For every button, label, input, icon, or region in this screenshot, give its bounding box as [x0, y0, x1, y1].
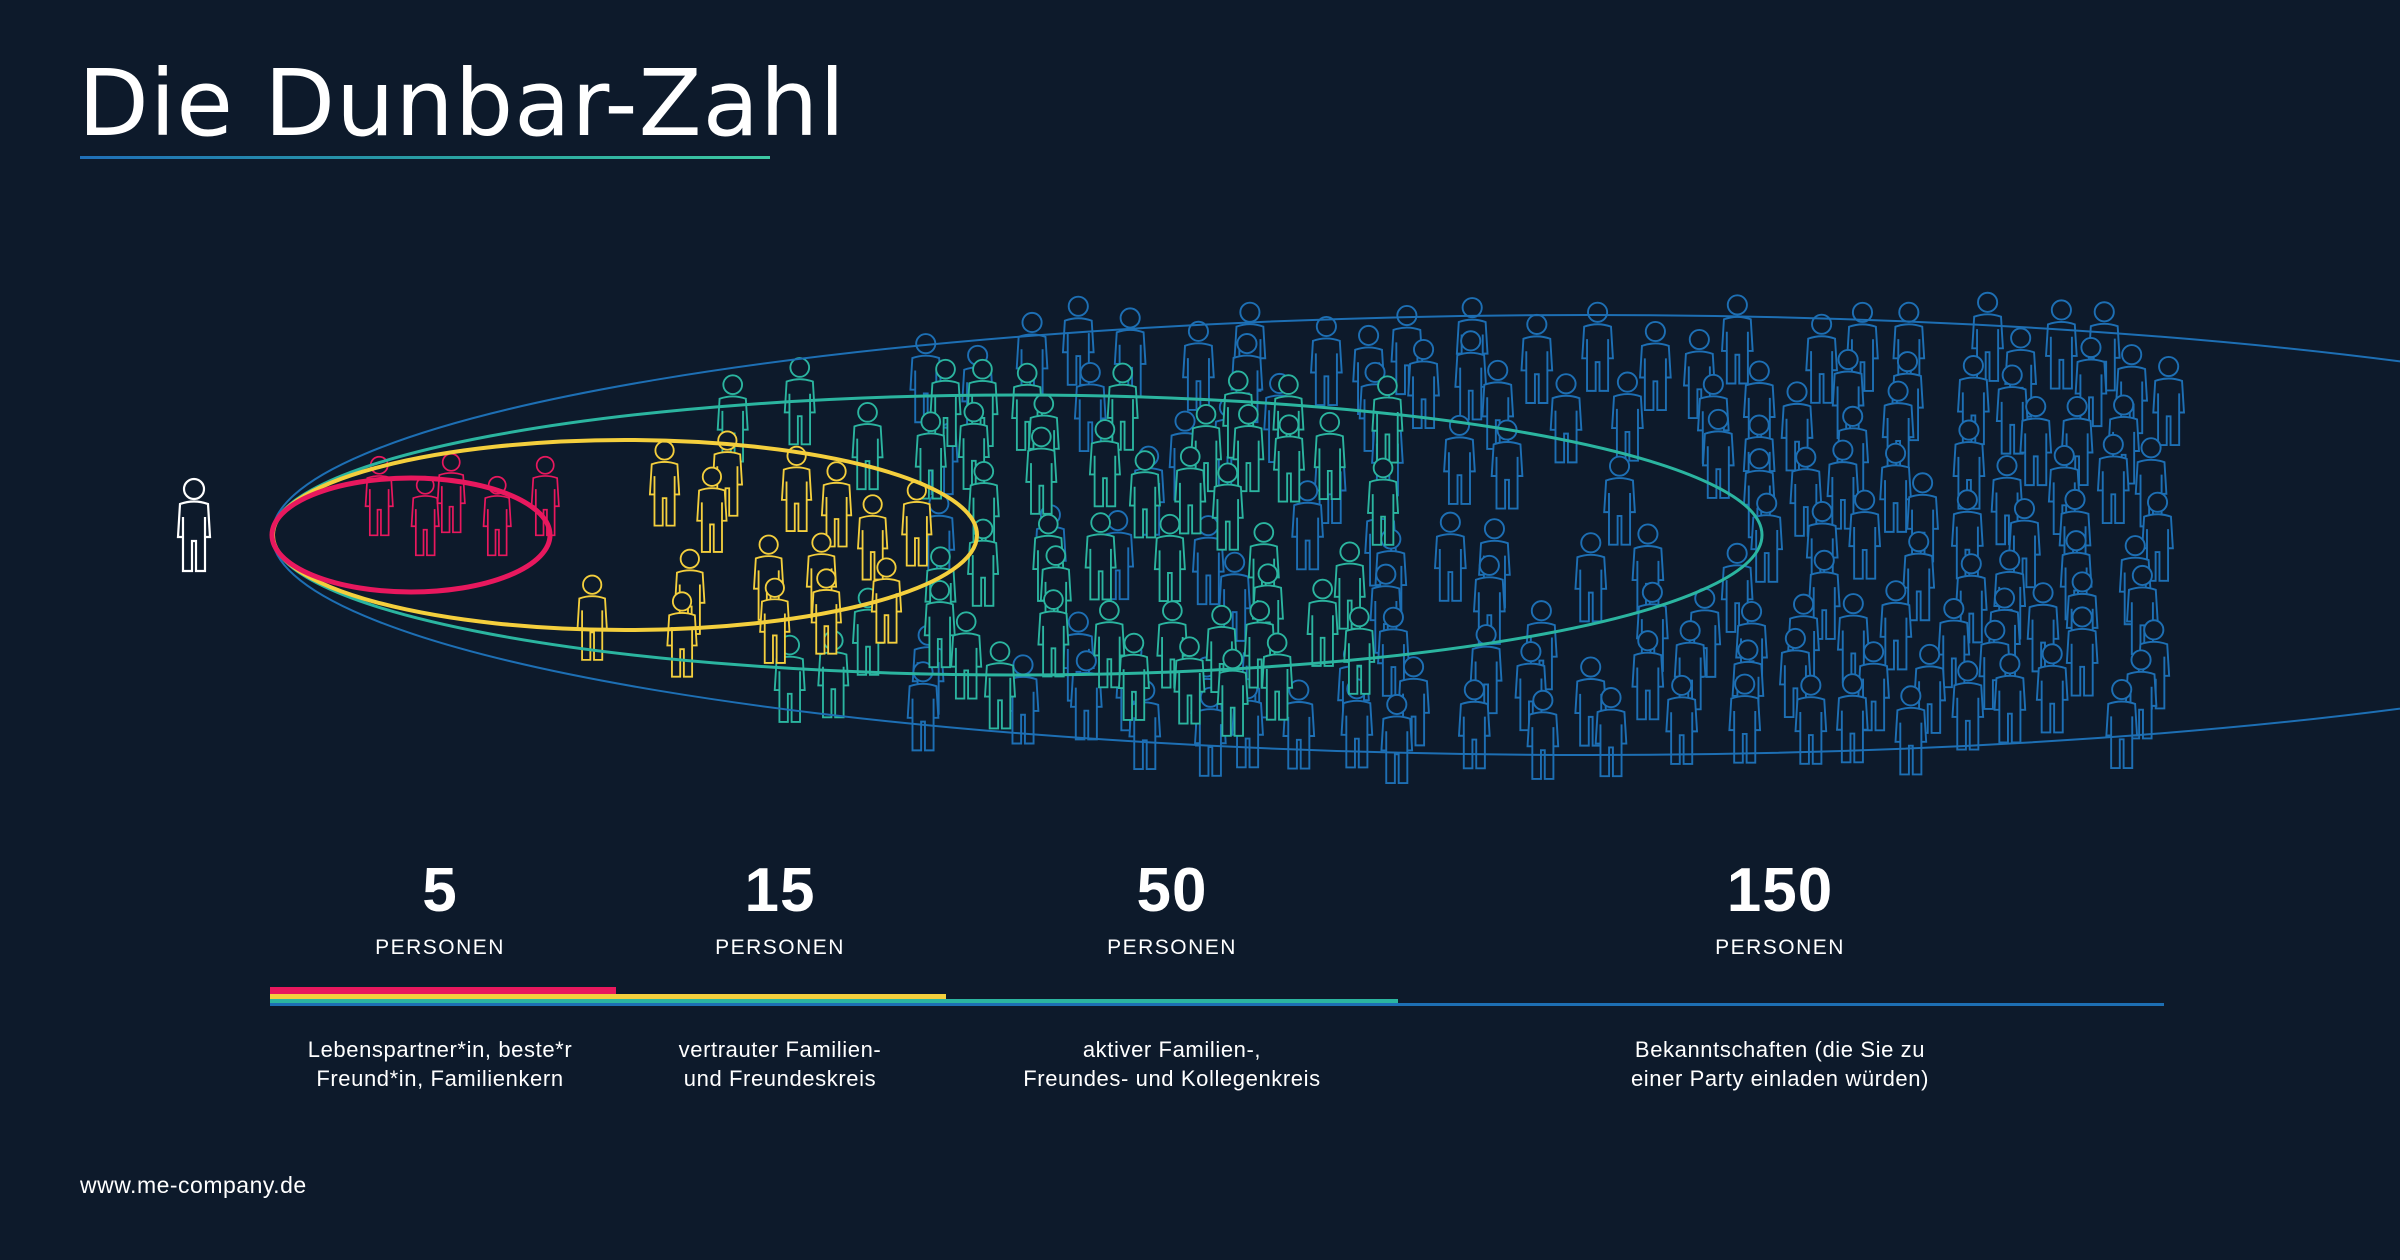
person-icon [781, 445, 813, 532]
bar-15 [270, 994, 946, 999]
stat-15-number: 15 [744, 856, 816, 925]
stat-5-unit: PERSONEN [375, 936, 505, 959]
stat-150-unit: PERSONEN [1715, 936, 1845, 959]
person-icon [410, 475, 440, 557]
bar-50 [270, 999, 1398, 1003]
person-icon [2045, 299, 2078, 390]
desc-15: vertrauter Familien- und Freundeskreis [678, 1037, 882, 1091]
person-icon [851, 402, 884, 491]
footer-url: www.me-company.de [80, 1172, 307, 1198]
person-icon [1879, 580, 1913, 671]
person-icon [2134, 437, 2168, 528]
stat-15: 15 PERSONEN [650, 860, 910, 960]
person-icon [1805, 313, 1838, 404]
person-icon [1574, 532, 1608, 623]
person-icon [1434, 511, 1467, 602]
person-icon [1306, 578, 1339, 667]
person-icon [1182, 320, 1215, 411]
person-icon [1549, 373, 1583, 464]
person-icon [2152, 355, 2185, 447]
stat-15-unit: PERSONEN [715, 936, 845, 959]
person-icon [1443, 414, 1476, 505]
self-person-icon [176, 477, 212, 573]
title-underline [80, 156, 770, 159]
bar-5 [270, 987, 616, 994]
person-icon [1611, 371, 1644, 462]
stat-5: 5 PERSONEN [310, 860, 570, 960]
stat-150: 150 PERSONEN [1650, 860, 1910, 960]
desc-150: Bekanntschaften (die Sie zu einer Party … [1630, 1037, 1930, 1091]
person-icon [1310, 315, 1343, 407]
person-icon [950, 611, 983, 700]
person-icon [1639, 320, 1672, 412]
desc-50: aktiver Familien-, Freundes- und Kollege… [1023, 1037, 1321, 1091]
dunbar-diagram [176, 291, 2400, 785]
stat-50: 50 PERSONEN [1042, 860, 1302, 960]
stat-150-number: 150 [1726, 856, 1834, 925]
bar-150 [270, 1003, 2164, 1006]
stat-50-number: 50 [1136, 856, 1208, 925]
circle-5 [269, 475, 553, 595]
person-icon [1113, 307, 1147, 398]
person-icon [648, 440, 681, 527]
person-icon [1603, 455, 1636, 546]
stat-5-number: 5 [422, 856, 458, 925]
person-icon [984, 641, 1016, 730]
stat-50-unit: PERSONEN [1107, 936, 1237, 959]
person-icon [436, 452, 466, 534]
person-icon [1520, 313, 1554, 404]
page-title: Die Dunbar-Zahl [78, 50, 846, 157]
desc-5: Lebenspartner*in, beste*r Freund*in, Fam… [307, 1037, 573, 1091]
person-icon [1721, 294, 1754, 385]
